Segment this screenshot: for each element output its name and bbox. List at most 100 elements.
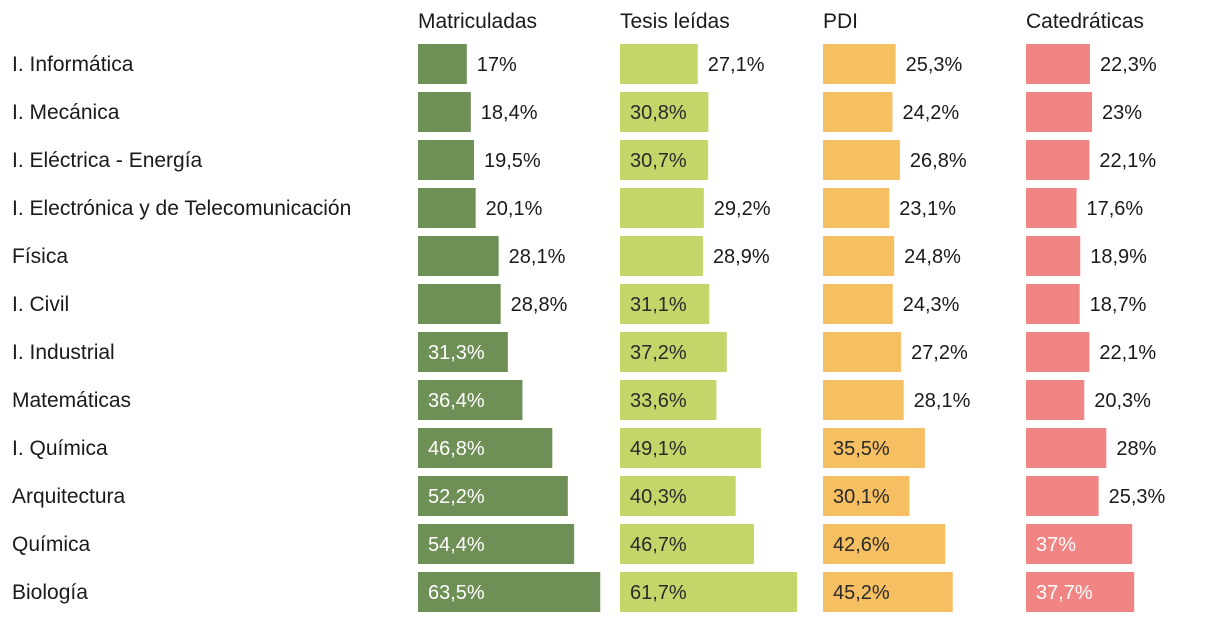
bar (620, 140, 709, 180)
data-label: 31,1% (630, 294, 687, 316)
data-label: 61,7% (630, 582, 687, 604)
data-label: 30,1% (833, 486, 890, 508)
data-label: 24,2% (902, 102, 959, 124)
bar (1026, 284, 1080, 324)
bar (1026, 572, 1135, 612)
column-header: Matriculadas (418, 10, 537, 33)
data-label: 19,5% (484, 150, 541, 172)
data-label: 45,2% (833, 582, 890, 604)
bar (418, 428, 553, 468)
data-label: 40,3% (630, 486, 687, 508)
bar (823, 236, 895, 276)
category-label: Física (12, 245, 68, 268)
bar (1026, 524, 1133, 564)
data-label: 24,8% (904, 246, 961, 268)
category-label: Química (12, 533, 91, 556)
bar (823, 572, 953, 612)
bar (418, 236, 499, 276)
column-header: Tesis leídas (620, 10, 730, 33)
category-label: I. Química (12, 437, 108, 460)
data-label: 22,1% (1099, 150, 1156, 172)
bar (823, 332, 902, 372)
bar (823, 140, 900, 180)
data-label: 24,3% (903, 294, 960, 316)
data-label: 28,9% (713, 246, 770, 268)
bar (620, 236, 703, 276)
bar (823, 92, 893, 132)
category-label: Biología (12, 581, 88, 604)
data-label: 37% (1036, 534, 1076, 556)
bar (823, 188, 890, 228)
data-label: 49,1% (630, 438, 687, 460)
data-label: 25,3% (906, 54, 963, 76)
bar (418, 92, 471, 132)
bar (1026, 476, 1099, 516)
bar (620, 332, 727, 372)
bar (418, 524, 575, 564)
bar (418, 140, 474, 180)
bar (823, 428, 925, 468)
bar (418, 476, 568, 516)
bar (620, 284, 710, 324)
data-label: 52,2% (428, 486, 485, 508)
bar (620, 476, 736, 516)
bar (823, 380, 904, 420)
bar (1026, 332, 1090, 372)
bar (823, 524, 946, 564)
data-label: 18,7% (1090, 294, 1147, 316)
data-label: 25,3% (1109, 486, 1166, 508)
data-label: 17% (477, 54, 517, 76)
data-label: 37,2% (630, 342, 687, 364)
category-label: Matemáticas (12, 389, 131, 412)
column-header: Catedráticas (1026, 10, 1144, 33)
bar (1026, 188, 1077, 228)
bar (418, 284, 501, 324)
data-label: 26,8% (910, 150, 967, 172)
bar (620, 44, 698, 84)
data-label: 27,1% (708, 54, 765, 76)
data-label: 30,7% (630, 150, 687, 172)
data-label: 63,5% (428, 582, 485, 604)
data-label: 18,9% (1090, 246, 1147, 268)
column-header: PDI (823, 10, 858, 33)
data-label: 37,7% (1036, 582, 1093, 604)
bar (823, 284, 893, 324)
bar (418, 572, 601, 612)
bar (1026, 380, 1085, 420)
category-label: I. Informática (12, 53, 134, 76)
bar (418, 44, 467, 84)
category-label: I. Eléctrica - Energía (12, 149, 203, 172)
data-label: 28,8% (511, 294, 568, 316)
bar (620, 188, 704, 228)
data-label: 28,1% (509, 246, 566, 268)
data-label: 28,1% (914, 390, 971, 412)
data-label: 46,8% (428, 438, 485, 460)
bar (418, 188, 476, 228)
bar (620, 428, 761, 468)
bar (620, 92, 709, 132)
data-label: 33,6% (630, 390, 687, 412)
bar (823, 44, 896, 84)
bar (823, 476, 910, 516)
data-label: 54,4% (428, 534, 485, 556)
data-label: 22,1% (1099, 342, 1156, 364)
data-label: 22,3% (1100, 54, 1157, 76)
bar (418, 380, 523, 420)
category-label: Arquitectura (12, 485, 126, 508)
bar (1026, 44, 1091, 84)
data-label: 46,7% (630, 534, 687, 556)
data-label: 18,4% (481, 102, 538, 124)
bar (620, 524, 755, 564)
data-label: 31,3% (428, 342, 485, 364)
data-label: 30,8% (630, 102, 687, 124)
data-label: 17,6% (1087, 198, 1144, 220)
data-label: 28% (1116, 438, 1156, 460)
bar (1026, 140, 1090, 180)
data-label: 20,1% (486, 198, 543, 220)
data-label: 29,2% (714, 198, 771, 220)
category-label: I. Mecánica (12, 101, 120, 124)
data-label: 42,6% (833, 534, 890, 556)
data-label: 23,1% (899, 198, 956, 220)
bar (1026, 428, 1107, 468)
